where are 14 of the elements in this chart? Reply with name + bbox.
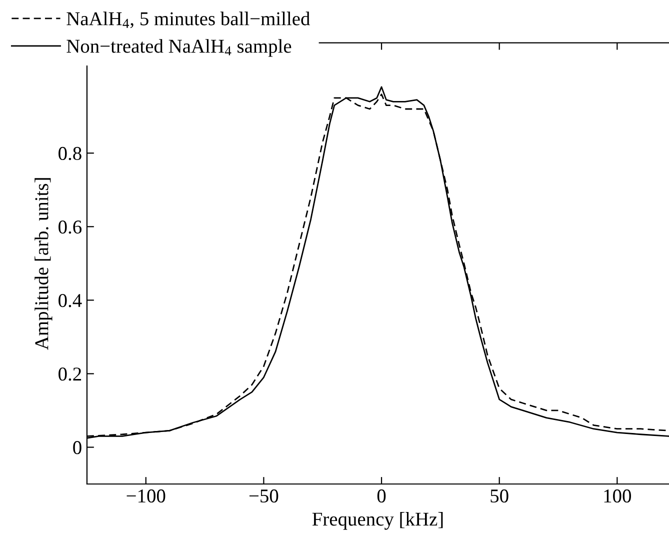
y-tick-label: 0.4 xyxy=(58,294,82,308)
x-axis-title: Frequency [kHz] xyxy=(312,512,443,530)
legend-label: Non−treated NaAlH$_{4}$ sample xyxy=(66,39,292,57)
y-tick-label: 0.6 xyxy=(58,220,82,234)
x-tick-label: −100 xyxy=(126,489,166,503)
y-axis-title: Amplitude [arb. units] xyxy=(34,178,52,350)
y-tick-label: 0 xyxy=(73,441,82,454)
x-tick-label: 50 xyxy=(490,489,508,503)
x-tick-label: 0 xyxy=(377,489,386,503)
x-tick-label: −50 xyxy=(249,489,278,503)
x-tick-label: 100 xyxy=(604,489,631,503)
y-tick-label: 0.8 xyxy=(58,146,82,160)
y-tick-label: 0.2 xyxy=(58,368,82,381)
legend-label: NaAlH$_{4}$, 5 minutes ball−milled xyxy=(66,12,310,28)
